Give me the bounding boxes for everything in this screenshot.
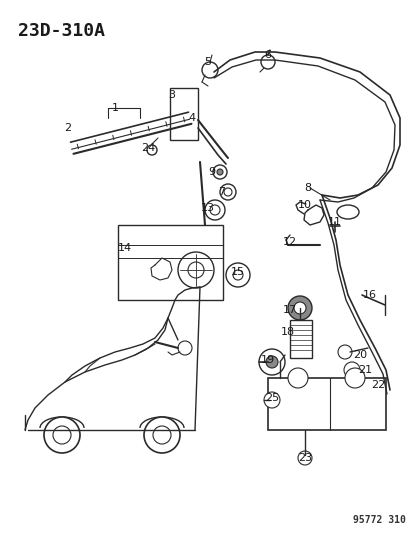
Ellipse shape — [336, 205, 358, 219]
Circle shape — [260, 55, 274, 69]
Bar — [267, 378, 385, 430]
Circle shape — [204, 200, 224, 220]
Text: 22: 22 — [370, 380, 384, 390]
Text: 11: 11 — [327, 217, 341, 227]
Circle shape — [44, 417, 80, 453]
Circle shape — [202, 62, 218, 78]
Text: 21: 21 — [357, 365, 371, 375]
Circle shape — [287, 368, 307, 388]
Circle shape — [216, 169, 223, 175]
Text: 23: 23 — [297, 453, 311, 463]
Circle shape — [337, 345, 351, 359]
Text: 9: 9 — [208, 167, 215, 177]
Circle shape — [212, 165, 226, 179]
Text: 3: 3 — [168, 90, 175, 100]
Circle shape — [223, 188, 231, 196]
Text: 1: 1 — [111, 103, 118, 113]
Text: 20: 20 — [352, 350, 366, 360]
Text: 18: 18 — [280, 327, 294, 337]
Circle shape — [344, 368, 364, 388]
Text: 24: 24 — [140, 143, 155, 153]
Circle shape — [259, 349, 284, 375]
Text: 4: 4 — [188, 113, 195, 123]
Circle shape — [219, 184, 235, 200]
Bar — [289, 320, 311, 358]
Circle shape — [266, 356, 277, 368]
Circle shape — [297, 451, 311, 465]
Circle shape — [178, 252, 214, 288]
Circle shape — [287, 296, 311, 320]
Text: 17: 17 — [282, 305, 297, 315]
Circle shape — [153, 426, 171, 444]
Text: 10: 10 — [297, 200, 311, 210]
Text: 6: 6 — [264, 50, 271, 60]
Circle shape — [144, 417, 180, 453]
Circle shape — [209, 205, 219, 215]
Bar — [170, 88, 197, 140]
Circle shape — [188, 262, 204, 278]
Bar — [118, 225, 223, 300]
Text: 23D-310A: 23D-310A — [18, 22, 105, 40]
Circle shape — [53, 426, 71, 444]
Text: 7: 7 — [218, 187, 225, 197]
Text: 25: 25 — [264, 393, 278, 403]
Text: 8: 8 — [304, 183, 311, 193]
Circle shape — [263, 392, 279, 408]
Circle shape — [233, 270, 242, 280]
Circle shape — [178, 341, 192, 355]
Text: 19: 19 — [260, 355, 274, 365]
Circle shape — [293, 302, 305, 314]
Text: 5: 5 — [204, 57, 211, 67]
Text: 2: 2 — [64, 123, 71, 133]
Circle shape — [343, 362, 359, 378]
Text: 13: 13 — [201, 203, 214, 213]
Text: 15: 15 — [230, 267, 244, 277]
Text: 95772 310: 95772 310 — [352, 515, 405, 525]
Text: 14: 14 — [118, 243, 132, 253]
Text: 16: 16 — [362, 290, 376, 300]
Circle shape — [147, 145, 157, 155]
Circle shape — [225, 263, 249, 287]
Text: 12: 12 — [282, 237, 297, 247]
